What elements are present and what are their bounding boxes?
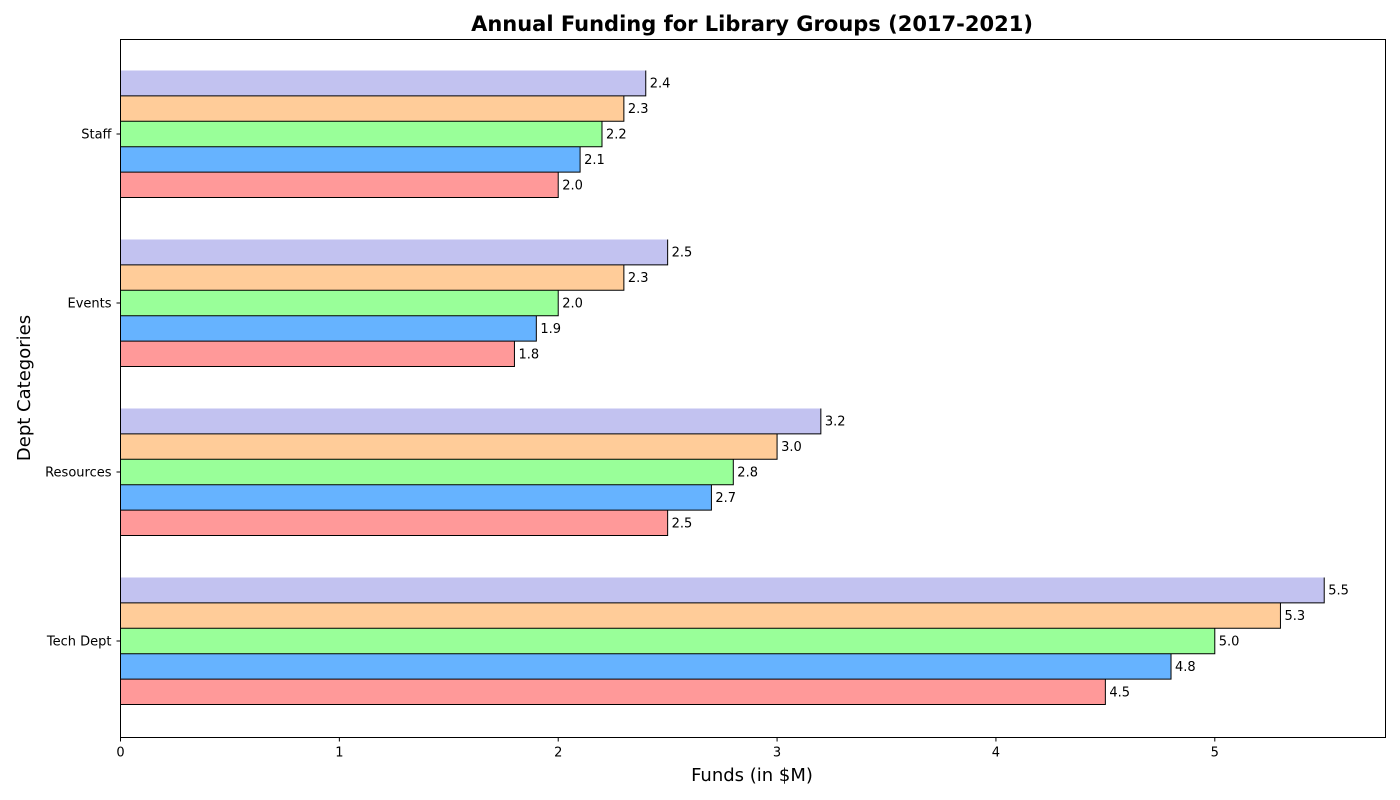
bar-resources-2018 [120,484,712,511]
bar-staff-2018 [120,146,581,173]
bar-edge-resources-2020 [120,433,778,460]
bar-staff-2019 [120,121,602,147]
data-label-events-2021: 2.5 [672,246,693,261]
data-label-resources-2019: 2.8 [737,466,758,481]
x-tick-label: 0 [116,746,124,761]
bar-edge-tech-dept-2018 [120,653,1172,680]
x-axis-label: Funds (in $M) [691,765,813,786]
bar-tech-dept-2019 [120,628,1215,654]
x-tick-label: 5 [1211,746,1219,761]
bar-edge-tech-dept-2019 [120,628,1216,655]
bar-edge-resources-2017 [120,510,669,536]
bar-edge-staff-2020 [120,95,625,122]
bar-events-2021 [120,239,668,265]
bar-events-2018 [120,315,537,342]
bar-resources-2020 [120,433,778,460]
x-tick-label: 2 [554,746,562,761]
bar-edge-resources-2019 [120,459,734,486]
bar-tech-dept-2018 [120,653,1172,680]
data-label-staff-2017: 2.0 [562,178,583,193]
bar-tech-dept-2021 [120,577,1325,603]
data-label-staff-2018: 2.1 [584,153,605,168]
x-tick-label: 1 [335,746,343,761]
bar-edge-resources-2018 [120,484,712,511]
data-label-resources-2021: 3.2 [825,415,846,430]
y-tick-label: Staff [81,128,112,143]
bar-edge-resources-2021 [120,408,822,435]
bar-edge-events-2017 [120,341,515,367]
bar-events-2019 [120,290,559,316]
data-label-tech-dept-2020: 5.3 [1284,609,1305,624]
x-axis: 0 1 2 3 4 5 [116,737,1219,761]
bar-edge-staff-2019 [120,121,603,148]
data-label-resources-2020: 3.0 [781,440,802,455]
y-axis-label: Dept Categories [14,315,35,461]
bar-edge-tech-dept-2020 [120,602,1281,629]
bar-tech-dept-2020 [120,602,1281,629]
chart-title: Annual Funding for Library Groups (2017-… [471,12,1033,36]
bar-tech-dept-2017 [120,679,1106,705]
data-label-tech-dept-2019: 5.0 [1219,635,1240,650]
data-label-resources-2017: 2.5 [672,516,693,531]
bars-layer [120,70,1325,705]
bar-resources-2021 [120,408,821,434]
y-tick-label: Tech Dept [46,635,112,650]
x-tick-label: 3 [773,746,781,761]
data-label-events-2018: 1.9 [540,322,561,337]
bar-staff-2021 [120,70,646,96]
bar-events-2017 [120,341,515,367]
bar-edge-events-2018 [120,315,537,342]
y-axis: Tech Dept Resources Events Staff [45,128,121,650]
data-label-events-2020: 2.3 [628,271,649,286]
bar-edge-staff-2021 [120,70,647,97]
bar-edge-events-2020 [120,264,625,291]
plot-area-frame [120,39,1386,738]
bar-staff-2017 [120,172,559,198]
bar-edge-events-2021 [120,239,669,266]
bar-edge-tech-dept-2021 [120,577,1325,604]
bar-events-2020 [120,264,624,291]
bar-resources-2017 [120,510,668,536]
data-label-staff-2020: 2.3 [628,102,649,117]
y-tick-label: Resources [45,466,112,481]
bar-edge-tech-dept-2017 [120,679,1106,705]
data-label-events-2017: 1.8 [518,347,539,362]
bar-edge-staff-2017 [120,172,559,198]
bar-staff-2020 [120,95,624,122]
data-label-staff-2019: 2.2 [606,128,627,143]
data-label-resources-2018: 2.7 [715,491,736,506]
data-label-tech-dept-2021: 5.5 [1328,584,1349,599]
data-label-staff-2021: 2.4 [650,77,671,92]
bar-edge-events-2019 [120,290,559,317]
data-labels-layer: 4.54.85.05.35.52.52.72.83.03.21.81.92.02… [518,77,1348,701]
x-tick-label: 4 [992,746,1000,761]
data-label-tech-dept-2017: 4.5 [1109,685,1130,700]
data-label-tech-dept-2018: 4.8 [1175,660,1196,675]
bar-edge-staff-2018 [120,146,581,173]
data-label-events-2019: 2.0 [562,297,583,312]
y-tick-label: Events [67,297,111,312]
bar-resources-2019 [120,459,734,485]
